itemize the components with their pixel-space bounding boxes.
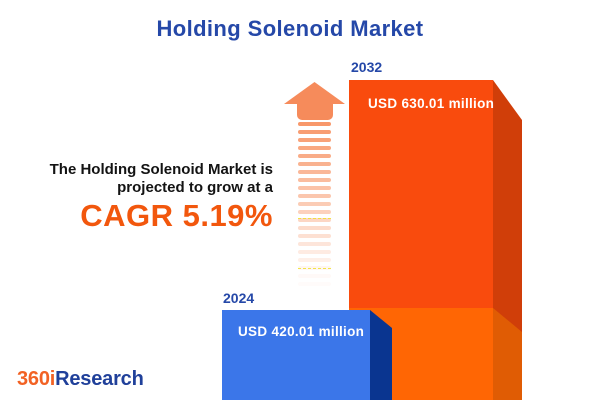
value-label-2032: USD 630.01 million [368, 96, 495, 111]
bar-2024-side [370, 310, 392, 400]
growth-arrow [284, 82, 345, 294]
value-label-2024: USD 420.01 million [238, 324, 365, 339]
bar-2024: 2024 USD 420.01 million [222, 290, 392, 400]
cagr-value: CAGR 5.19% [80, 198, 273, 233]
bar-2032: 2032 USD 630.01 million [349, 59, 522, 400]
annotation-line2: projected to grow at a [117, 179, 273, 196]
logo-part-360i: 360i [17, 368, 56, 390]
dashed-level-line [298, 268, 331, 269]
year-label-2024: 2024 [223, 290, 255, 306]
logo-360iresearch: 360iResearch [17, 368, 144, 391]
arrow-neck [297, 103, 333, 120]
year-label-2032: 2032 [351, 59, 383, 75]
page-title: Holding Solenoid Market [156, 16, 424, 41]
annotation-text: The Holding Solenoid Market is projected… [20, 161, 273, 197]
logo-part-research: Research [55, 368, 144, 390]
annotation-line1: The Holding Solenoid Market is [49, 161, 273, 178]
dashed-level-line [298, 218, 331, 219]
bar-2032-front-upper [349, 80, 493, 308]
bar-2024-front [222, 310, 370, 400]
arrow-up-icon [284, 82, 345, 104]
